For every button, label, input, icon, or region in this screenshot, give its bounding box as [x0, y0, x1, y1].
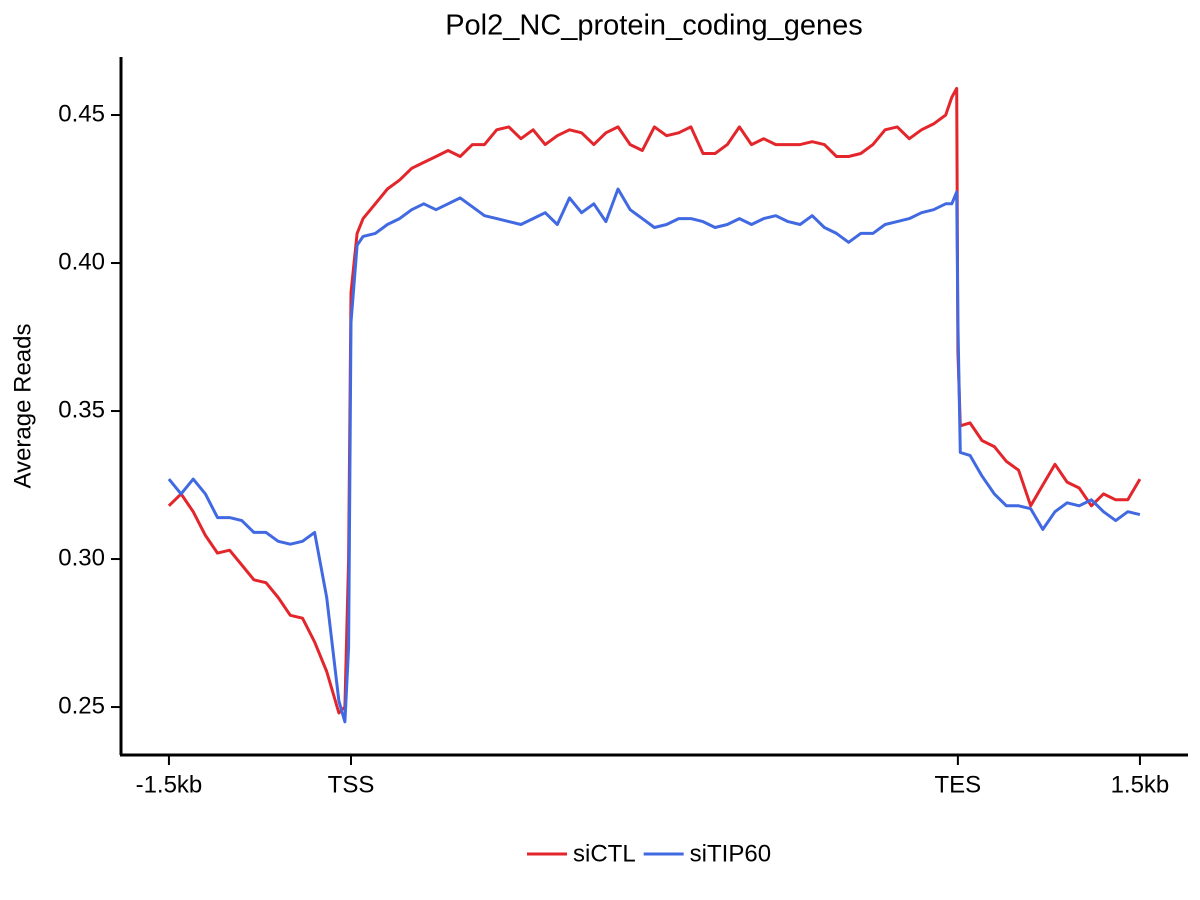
y-axis-label: Average Reads	[9, 324, 36, 489]
chart-title: Pol2_NC_protein_coding_genes	[445, 10, 863, 42]
legend-label: siCTL	[573, 840, 636, 867]
x-tick-label: TSS	[328, 771, 375, 798]
y-tick-label: 0.30	[58, 544, 105, 571]
y-tick-label: 0.45	[58, 100, 105, 127]
x-tick-label: TES	[935, 771, 982, 798]
x-tick-label: 1.5kb	[1111, 771, 1170, 798]
series-line	[167, 86, 1142, 715]
y-tick-label: 0.25	[58, 692, 105, 719]
x-tick-label: -1.5kb	[136, 771, 203, 798]
y-tick-label: 0.40	[58, 248, 105, 275]
y-tick-label: 0.35	[58, 396, 105, 423]
legend-label: siTIP60	[690, 840, 771, 867]
series-line	[167, 187, 1141, 724]
